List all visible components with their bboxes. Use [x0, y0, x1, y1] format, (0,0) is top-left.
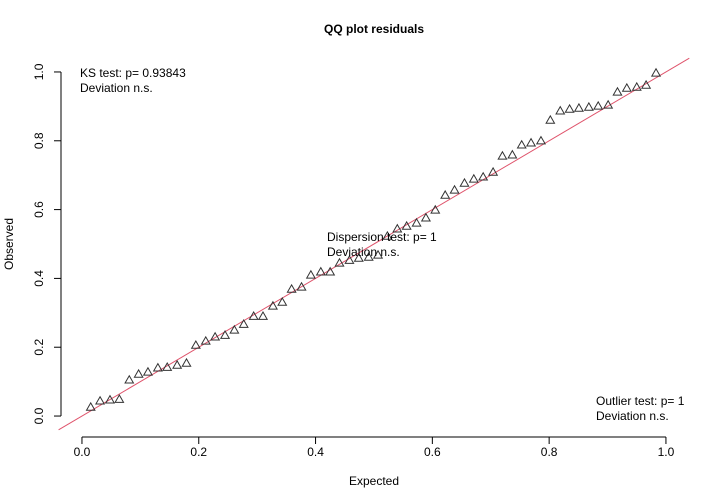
point	[296, 281, 307, 291]
annotation: Deviation n.s.	[327, 245, 400, 259]
annotation: KS test: p= 0.93843	[80, 66, 186, 80]
x-tick-label: 0.6	[424, 445, 441, 459]
point	[392, 223, 403, 233]
point	[210, 331, 221, 341]
point	[152, 362, 163, 372]
point	[516, 139, 527, 149]
point	[420, 212, 431, 222]
point	[440, 189, 451, 199]
point	[449, 184, 460, 194]
point	[104, 394, 116, 404]
point	[305, 269, 316, 279]
point	[621, 82, 632, 92]
point	[277, 296, 288, 306]
point	[525, 137, 537, 147]
x-tick-label: 1.0	[658, 445, 675, 459]
point	[430, 204, 441, 214]
point	[573, 102, 584, 112]
point	[219, 329, 231, 339]
point	[468, 173, 479, 183]
point	[172, 359, 183, 369]
chart-title: QQ plot residuals	[324, 22, 424, 36]
point	[181, 357, 192, 367]
y-tick-label: 1.0	[32, 63, 46, 80]
y-tick-label: 0.4	[32, 270, 46, 287]
point	[382, 230, 393, 240]
point	[583, 101, 594, 111]
point	[401, 220, 412, 230]
point	[114, 393, 125, 403]
y-tick-label: 0.0	[32, 407, 46, 424]
point	[124, 374, 135, 384]
point	[142, 366, 154, 376]
point	[507, 149, 518, 159]
point	[200, 335, 211, 345]
point	[229, 324, 240, 334]
y-axis-title: Observed	[2, 218, 16, 270]
point	[190, 339, 201, 349]
x-tick-label: 0.0	[74, 445, 91, 459]
reference-line	[58, 57, 690, 431]
point	[267, 300, 278, 310]
point	[593, 100, 604, 110]
point	[411, 217, 422, 227]
x-axis-title: Expected	[349, 474, 399, 488]
point	[631, 81, 642, 91]
x-tick-label: 0.8	[541, 445, 558, 459]
point	[545, 114, 556, 124]
point	[459, 177, 470, 187]
point	[344, 254, 355, 264]
point	[315, 266, 326, 276]
point	[353, 252, 364, 262]
point	[478, 171, 489, 181]
point	[555, 105, 566, 115]
point	[363, 251, 374, 261]
point	[612, 86, 623, 96]
point	[325, 266, 336, 276]
point	[650, 67, 662, 77]
point	[334, 257, 345, 267]
point	[497, 150, 508, 160]
point	[372, 249, 384, 259]
point	[162, 361, 173, 371]
point	[286, 283, 297, 293]
point	[248, 311, 259, 320]
y-tick-label: 0.6	[32, 201, 46, 218]
point	[95, 395, 106, 405]
annotation: Deviation n.s.	[596, 409, 669, 423]
x-tick-label: 0.4	[307, 445, 324, 459]
point	[564, 103, 575, 113]
point	[641, 79, 652, 89]
annotation: Dispersion test: p= 1	[327, 230, 437, 244]
point	[133, 368, 144, 378]
point	[488, 166, 499, 176]
point	[85, 401, 96, 411]
x-tick-label: 0.2	[190, 445, 207, 459]
point	[603, 99, 614, 109]
y-tick-label: 0.2	[32, 339, 46, 356]
annotation: Deviation n.s.	[80, 81, 153, 95]
annotation: Outlier test: p= 1	[596, 394, 685, 408]
y-tick-label: 0.8	[32, 132, 46, 149]
point	[238, 318, 249, 328]
point	[257, 311, 269, 320]
point	[535, 135, 547, 145]
